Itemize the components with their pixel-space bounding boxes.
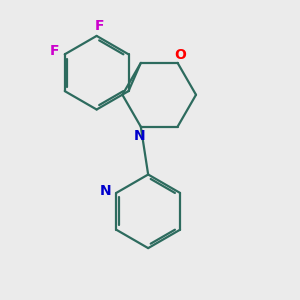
- Text: F: F: [50, 44, 59, 58]
- Text: N: N: [100, 184, 112, 198]
- Text: O: O: [175, 48, 187, 62]
- Text: N: N: [134, 129, 146, 143]
- Text: F: F: [95, 19, 104, 33]
